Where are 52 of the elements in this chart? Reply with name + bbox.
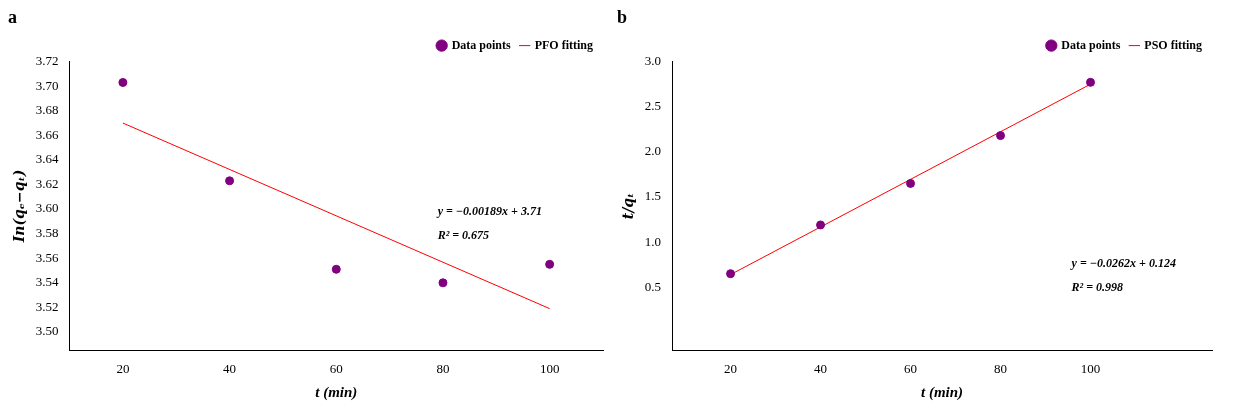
x-tick-label: 20 xyxy=(116,360,130,376)
y-tick-label: 3.62 xyxy=(35,175,59,191)
point xyxy=(331,264,341,274)
annotation: R² = 0.675 xyxy=(436,227,490,242)
point xyxy=(726,269,736,279)
legend-label: Data points xyxy=(451,37,512,52)
y-tick-label: 2.5 xyxy=(644,98,662,114)
legend-label: PFO fitting xyxy=(534,37,593,52)
x-tick-label: 40 xyxy=(814,360,828,376)
x-axis-title: t (min) xyxy=(920,383,964,401)
x-tick-label: 20 xyxy=(724,360,738,376)
chart-title: b xyxy=(617,7,628,28)
point xyxy=(1086,77,1096,87)
point xyxy=(545,259,555,269)
annotation: y = −0.00189x + 3.71 xyxy=(435,203,542,218)
y-tick-label: 3.52 xyxy=(35,298,59,314)
x-tick-label: 60 xyxy=(904,360,918,376)
y-tick-label: 2.0 xyxy=(644,143,662,159)
y-tick-label: 3.50 xyxy=(35,323,59,339)
legend-label: Data points xyxy=(1061,37,1121,52)
chart-title: a xyxy=(8,7,17,28)
x-tick-label: 100 xyxy=(1080,360,1101,376)
y-tick-label: 3.56 xyxy=(35,249,60,265)
x-tick-label: 60 xyxy=(329,360,343,376)
y-tick-label: 1.0 xyxy=(644,233,662,249)
y-axis-title: t/qₜ xyxy=(620,192,637,220)
annotation: y = −0.0262x + 0.124 xyxy=(1069,255,1176,270)
y-tick-label: 3.64 xyxy=(35,151,60,167)
y-tick-label: 1.5 xyxy=(644,188,662,204)
y-tick-label: 0.5 xyxy=(644,278,662,294)
point xyxy=(118,77,128,87)
y-tick-label: 3.58 xyxy=(35,225,59,241)
x-tick-label: 40 xyxy=(223,360,237,376)
annotation: R² = 0.998 xyxy=(1070,279,1124,294)
y-tick-label: 3.60 xyxy=(35,200,59,216)
y-tick-label: 3.66 xyxy=(35,126,60,142)
legend-label: PSO fitting xyxy=(1144,37,1202,52)
y-tick-label: 3.54 xyxy=(35,274,60,290)
point xyxy=(816,220,826,230)
x-tick-label: 80 xyxy=(436,360,450,376)
y-axis-title: In(qₑ−qₜ) xyxy=(11,169,28,244)
point xyxy=(225,176,235,186)
x-axis-title: t (min) xyxy=(315,383,358,401)
x-tick-label: 100 xyxy=(539,360,560,376)
point xyxy=(996,131,1006,141)
y-tick-label: 3.70 xyxy=(35,77,59,93)
x-tick-label: 80 xyxy=(994,360,1008,376)
y-tick-label: 3.72 xyxy=(35,53,59,69)
point xyxy=(906,178,916,188)
point xyxy=(438,278,448,288)
y-tick-label: 3.0 xyxy=(644,53,662,69)
y-tick-label: 3.68 xyxy=(35,102,59,118)
